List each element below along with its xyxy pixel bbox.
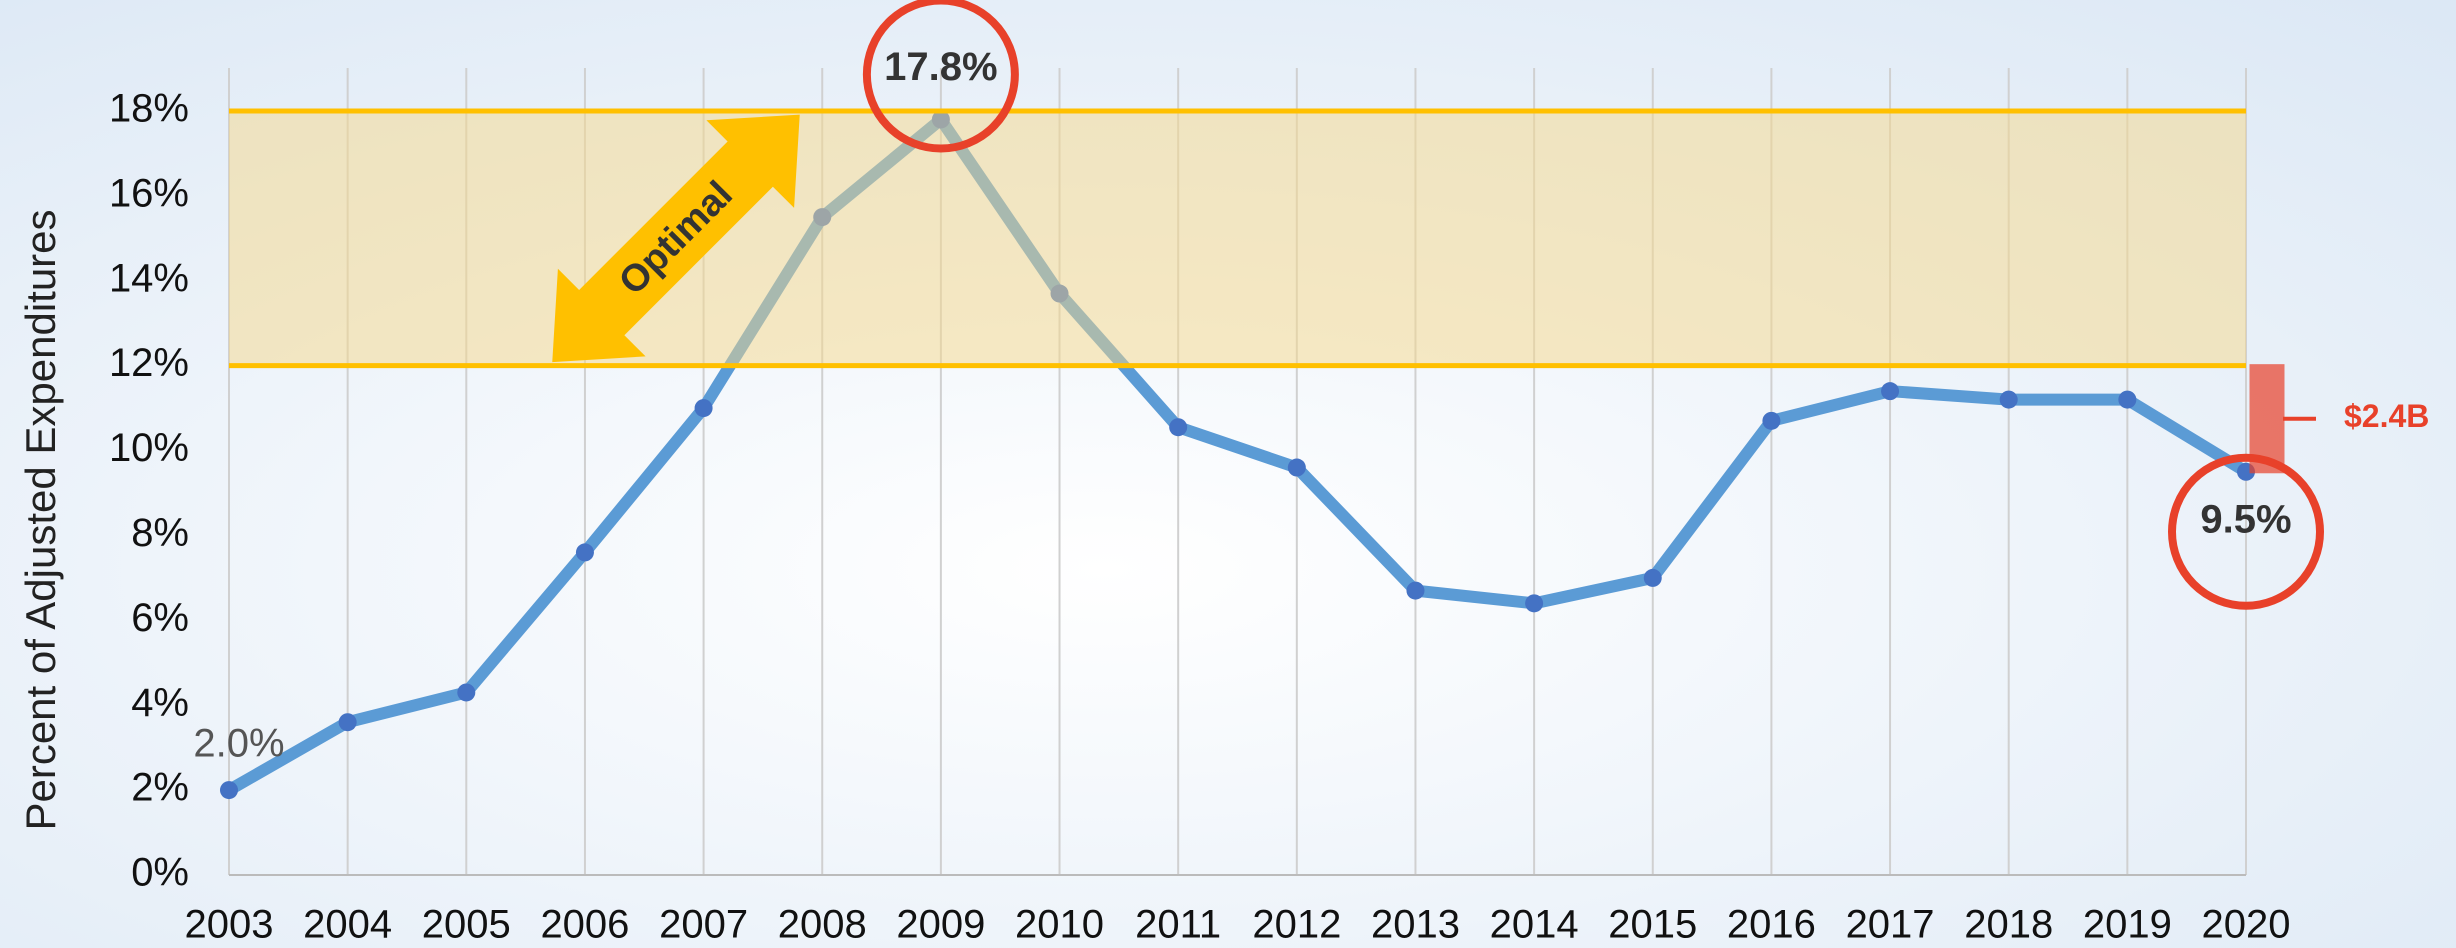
x-tick-label: 2018 xyxy=(1964,903,2053,947)
x-tick-label: 2010 xyxy=(1015,903,1104,947)
data-point xyxy=(575,543,594,562)
data-point xyxy=(457,683,476,702)
y-tick-label: 0% xyxy=(131,851,189,895)
data-point xyxy=(694,399,713,418)
x-tick-label: 2017 xyxy=(1846,903,1935,947)
data-point xyxy=(220,781,238,800)
x-tick-label: 2020 xyxy=(2202,903,2291,947)
y-tick-label: 4% xyxy=(131,681,189,725)
y-tick-label: 8% xyxy=(131,511,189,555)
y-tick-label: 16% xyxy=(109,171,189,215)
y-tick-label: 14% xyxy=(109,256,189,300)
y-axis-label: Percent of Adjusted Expenditures xyxy=(17,209,64,830)
data-point xyxy=(1287,458,1306,477)
highlight-circle xyxy=(862,0,1019,153)
x-tick-label: 2007 xyxy=(659,903,748,947)
x-tick-label: 2014 xyxy=(1490,903,1579,947)
value-label: 2.0% xyxy=(193,722,284,766)
data-line xyxy=(226,113,2250,796)
y-tick-label: 2% xyxy=(131,766,189,810)
x-tick-label: 2019 xyxy=(2083,903,2172,947)
gap-label: $2.4B xyxy=(2344,398,2429,434)
x-tick-label: 2003 xyxy=(185,903,274,947)
data-point xyxy=(2118,390,2137,409)
x-tick-label: 2004 xyxy=(303,903,392,947)
highlight-circle xyxy=(2168,453,2324,610)
x-tick-label: 2013 xyxy=(1371,903,1460,947)
arrow-shape xyxy=(552,114,800,363)
x-tick-label: 2011 xyxy=(1135,903,1221,947)
x-tick-label: 2015 xyxy=(1608,903,1697,947)
x-tick-label: 2009 xyxy=(896,903,985,947)
data-point xyxy=(338,713,357,732)
data-point xyxy=(1762,411,1781,430)
x-tick-label: 2012 xyxy=(1252,903,1341,947)
data-point xyxy=(1881,382,1900,401)
data-point xyxy=(1999,390,2018,409)
data-point xyxy=(1406,581,1425,600)
y-tick-label: 12% xyxy=(109,341,189,385)
data-point xyxy=(1525,594,1544,613)
value-label: 17.8% xyxy=(884,45,997,89)
optimal-band xyxy=(229,111,2246,366)
x-tick-label: 2016 xyxy=(1727,903,1816,947)
x-tick-label: 2006 xyxy=(540,903,629,947)
data-point xyxy=(1169,418,1188,437)
data-point xyxy=(1643,568,1662,587)
x-tick-label: 2008 xyxy=(778,903,867,947)
y-tick-label: 18% xyxy=(109,87,189,131)
y-tick-label: 10% xyxy=(109,426,189,470)
x-tick-label: 2005 xyxy=(422,903,511,947)
y-tick-label: 6% xyxy=(131,596,189,640)
value-label: 9.5% xyxy=(2200,497,2291,541)
